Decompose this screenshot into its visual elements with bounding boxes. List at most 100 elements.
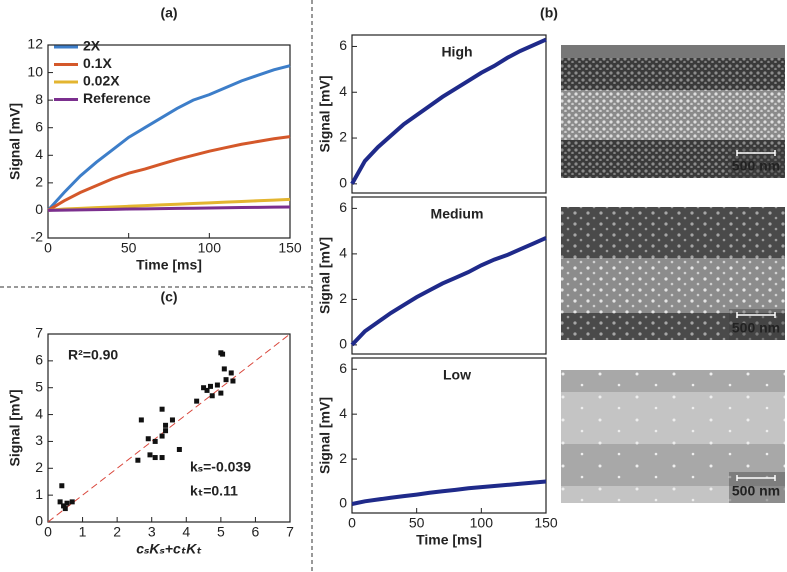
series-line (350, 37, 547, 185)
y-tick-label: 7 (35, 325, 43, 341)
sem-image (561, 370, 785, 503)
x-tick-label: 100 (198, 240, 222, 256)
scatter-point (221, 366, 227, 372)
x-tick-label: 2 (113, 524, 121, 540)
scatter-point (61, 503, 67, 509)
y-tick-label: 4 (339, 245, 347, 261)
y-tick-label: 1 (35, 486, 43, 502)
scale-bar-label: 500 nm (732, 320, 780, 336)
scatter-point (220, 351, 226, 357)
scatter-point (69, 499, 75, 505)
y-tick-label: 6 (35, 352, 43, 368)
x-tick-label: 4 (182, 524, 190, 540)
y-axis-label: Signal [mV] (7, 389, 23, 466)
panel-label: (b) (540, 5, 558, 21)
x-tick-label: 1 (79, 524, 87, 540)
scatter-point (201, 385, 207, 391)
scatter-point (159, 455, 165, 461)
y-tick-label: 6 (339, 37, 347, 53)
y-tick-label: 12 (27, 36, 43, 52)
scale-bar-label: 500 nm (732, 158, 780, 174)
x-axis-label: cₛKₛ+cₜKₜ (136, 541, 202, 557)
y-tick-label: 0 (35, 513, 43, 529)
scatter-point (64, 500, 70, 506)
scatter-point (207, 383, 213, 389)
scatter-point (62, 506, 68, 512)
scatter-point (228, 370, 234, 376)
legend-label: 2X (83, 38, 101, 54)
scatter-point (194, 398, 200, 404)
scatter-point (218, 390, 224, 396)
series-line (47, 135, 291, 212)
x-tick-label: 50 (409, 515, 425, 531)
scatter-point (159, 406, 165, 412)
y-tick-label: 4 (339, 405, 347, 421)
scatter-point (214, 382, 220, 388)
scatter-point (163, 428, 169, 434)
scatter-point (152, 438, 158, 444)
scale-bar (736, 312, 776, 318)
scatter-point (230, 378, 236, 384)
scatter-point (169, 417, 175, 423)
scatter-point (138, 417, 144, 423)
annotation: kₛ=-0.039 (190, 459, 251, 475)
fit-line (47, 333, 291, 523)
legend-label: 0.02X (83, 73, 120, 89)
y-tick-label: 2 (35, 174, 43, 190)
plot-frame (47, 333, 291, 523)
panel-title: High (441, 44, 472, 60)
annotation: R²=0.90 (68, 347, 118, 363)
annotation: kₜ=0.11 (190, 483, 238, 499)
y-tick-label: 10 (27, 63, 43, 79)
legend-label: Reference (83, 90, 151, 106)
y-tick-label: 2 (339, 290, 347, 306)
scatter-point (147, 452, 153, 458)
x-tick-label: 6 (252, 524, 260, 540)
panel-label: (c) (160, 289, 177, 305)
plot-frame (351, 196, 547, 355)
plot-frame (47, 44, 291, 239)
scale-bar-label: 500 nm (732, 483, 780, 499)
plot-frame (351, 357, 547, 514)
sem-image (561, 45, 785, 178)
series-line (46, 64, 291, 212)
series-line (47, 205, 291, 212)
x-tick-label: 150 (534, 515, 558, 531)
x-tick-label: 0 (44, 240, 52, 256)
y-axis-label: Signal [mV] (317, 75, 333, 152)
scatter-point (57, 499, 63, 505)
x-tick-label: 0 (44, 524, 52, 540)
x-tick-label: 100 (470, 515, 494, 531)
sem-image (561, 207, 785, 340)
y-tick-label: 2 (339, 129, 347, 145)
scatter-point (145, 436, 151, 442)
y-tick-label: 0 (339, 495, 347, 511)
y-tick-label: 0 (339, 175, 347, 191)
y-tick-label: 6 (35, 118, 43, 134)
y-axis-label: Signal [mV] (317, 397, 333, 474)
y-tick-label: 2 (339, 450, 347, 466)
panel-title: Low (443, 367, 471, 383)
y-tick-label: 4 (35, 146, 43, 162)
y-tick-label: 0 (339, 336, 347, 352)
y-tick-label: 5 (35, 378, 43, 394)
y-axis-label: Signal [mV] (317, 237, 333, 314)
scatter-point (204, 387, 210, 393)
x-axis-label: Time [ms] (136, 257, 202, 273)
y-axis-label: Signal [mV] (7, 103, 23, 180)
scale-bar (736, 150, 776, 156)
series-line (350, 236, 547, 347)
x-tick-label: 0 (348, 515, 356, 531)
y-tick-label: -2 (31, 229, 44, 245)
y-tick-label: 6 (339, 360, 347, 376)
scatter-point (135, 457, 141, 463)
x-axis-label: Time [ms] (416, 532, 482, 548)
scatter-point (223, 377, 229, 383)
panel-title: Medium (431, 206, 484, 222)
x-tick-label: 150 (278, 240, 302, 256)
y-tick-label: 4 (339, 83, 347, 99)
y-tick-label: 4 (35, 405, 43, 421)
y-tick-label: 2 (35, 459, 43, 475)
y-tick-label: 3 (35, 432, 43, 448)
